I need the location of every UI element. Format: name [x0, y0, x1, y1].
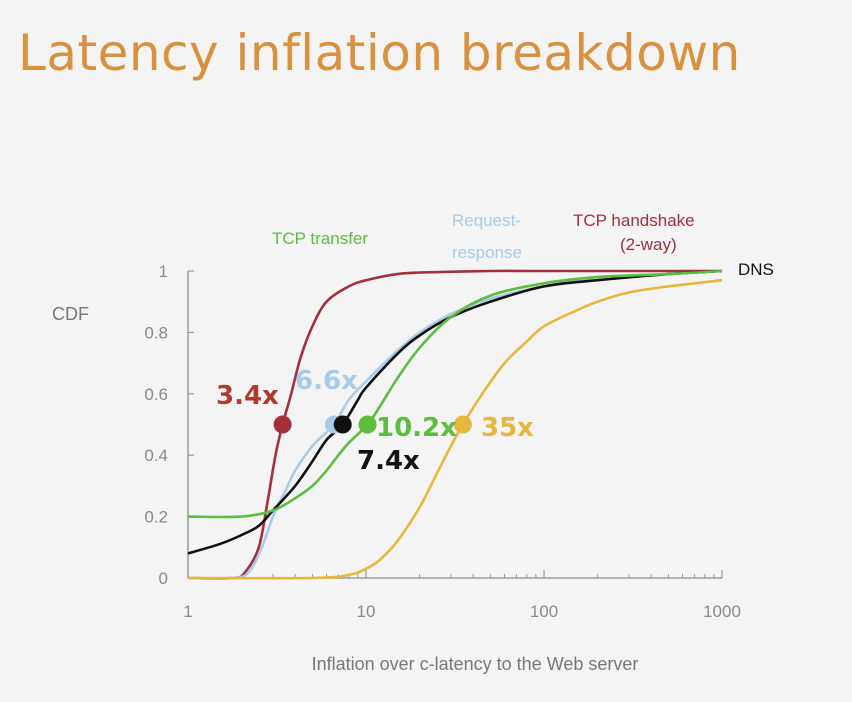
dns-median-point [333, 415, 352, 434]
tcp-handshake-name-label: (2-way) [620, 235, 677, 254]
tcp-transfer-median-label: 10.2x [376, 413, 457, 443]
median-points [273, 415, 472, 434]
y-tick-label: 1 [159, 262, 168, 281]
dns-median-label: 7.4x [357, 446, 420, 476]
x-axis-label: Inflation over c-latency to the Web serv… [312, 654, 639, 674]
slide-title: Latency inflation breakdown [18, 24, 741, 82]
axes: 0 0.2 0.4 0.6 0.8 1 1 10 100 1000 [144, 262, 741, 621]
y-tick-label: 0 [159, 569, 168, 588]
tcp-handshake-line [187, 269, 722, 580]
dns-line [187, 269, 723, 555]
y-axis-label: CDF [52, 304, 89, 324]
tcp-handshake-name-label: TCP handshake [573, 211, 695, 230]
request-response-median-label: 6.6x [295, 366, 358, 396]
tcp-handshake-median-point [273, 415, 292, 434]
tcp-transfer-35x-median-point [453, 415, 472, 434]
x-tick-label: 100 [530, 602, 558, 621]
tcp-transfer-median-point [358, 415, 377, 434]
request-response-name-label: response [452, 243, 522, 262]
tcp-handshake-median-label: 3.4x [216, 381, 279, 411]
y-tick-label: 0.8 [144, 323, 168, 342]
tcp-transfer-line [187, 269, 723, 519]
x-tick-label: 1000 [703, 602, 741, 621]
y-tick-label: 0.6 [144, 385, 168, 404]
y-tick-label: 0.2 [144, 508, 168, 527]
dns-name-label: DNS [738, 260, 774, 279]
x-tick-label: 10 [357, 602, 376, 621]
tcp-transfer-name-label: TCP transfer [272, 229, 368, 248]
request-response-name-label: Request- [452, 211, 521, 230]
tcp-transfer-35x-median-label: 35x [481, 413, 534, 443]
x-tick-label: 1 [183, 602, 192, 621]
labels: CDF Inflation over c-latency to the Web s… [52, 211, 774, 674]
y-tick-label: 0.4 [144, 446, 168, 465]
